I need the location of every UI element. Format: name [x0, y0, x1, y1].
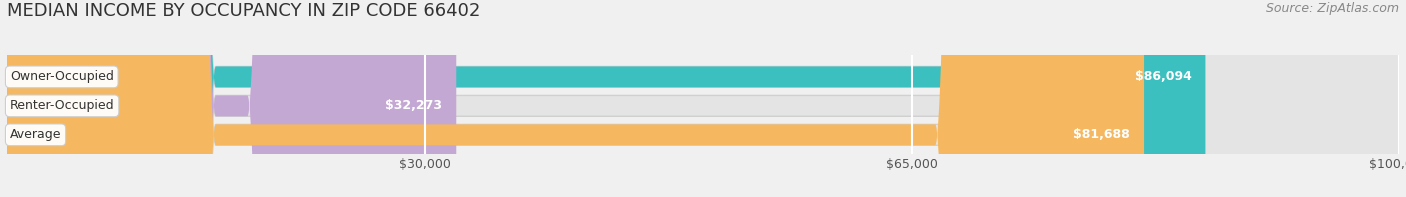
- Text: Source: ZipAtlas.com: Source: ZipAtlas.com: [1265, 2, 1399, 15]
- FancyBboxPatch shape: [7, 0, 1399, 197]
- Text: $81,688: $81,688: [1073, 128, 1130, 141]
- Text: MEDIAN INCOME BY OCCUPANCY IN ZIP CODE 66402: MEDIAN INCOME BY OCCUPANCY IN ZIP CODE 6…: [7, 2, 481, 20]
- Text: Owner-Occupied: Owner-Occupied: [10, 70, 114, 83]
- FancyBboxPatch shape: [7, 0, 1144, 197]
- FancyBboxPatch shape: [7, 0, 1399, 197]
- FancyBboxPatch shape: [7, 0, 1205, 197]
- Text: Average: Average: [10, 128, 62, 141]
- Text: $32,273: $32,273: [385, 99, 443, 112]
- Text: Renter-Occupied: Renter-Occupied: [10, 99, 114, 112]
- Text: $86,094: $86,094: [1135, 70, 1191, 83]
- FancyBboxPatch shape: [7, 0, 1399, 197]
- FancyBboxPatch shape: [7, 0, 457, 197]
